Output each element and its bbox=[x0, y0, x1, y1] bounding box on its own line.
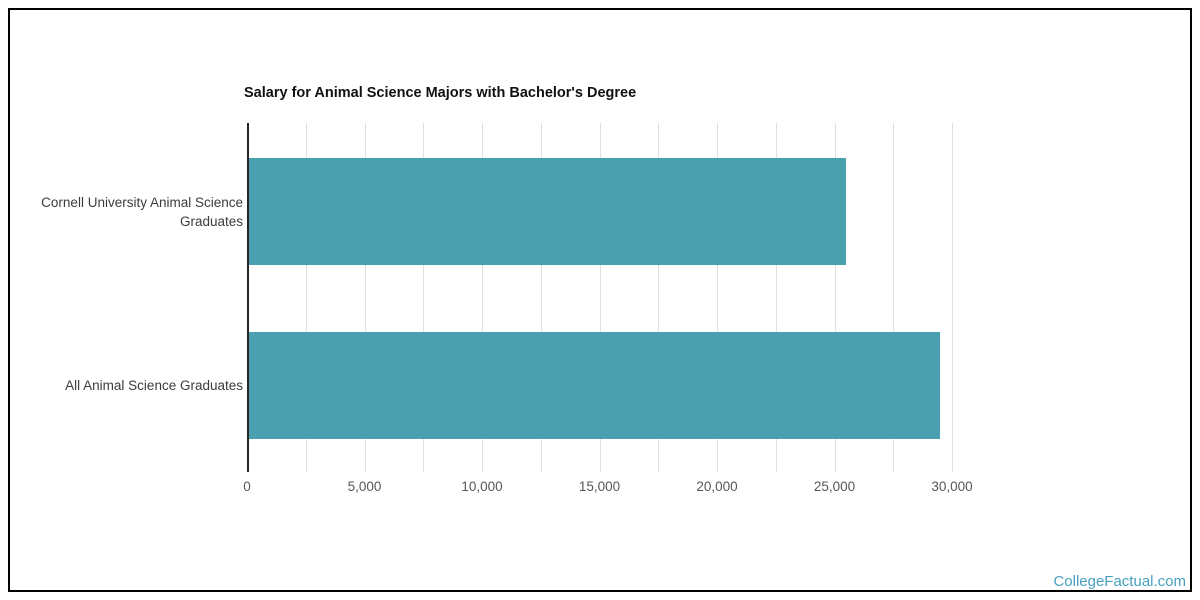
x-tick-label: 0 bbox=[243, 479, 251, 494]
category-label: Cornell University Animal Science Gradua… bbox=[41, 194, 243, 229]
watermark-link[interactable]: CollegeFactual.com bbox=[1053, 573, 1186, 590]
x-tick-label: 10,000 bbox=[461, 479, 503, 494]
x-tick-label: 20,000 bbox=[696, 479, 738, 494]
x-tick-label: 30,000 bbox=[931, 479, 973, 494]
bar[interactable] bbox=[249, 158, 846, 265]
chart-title: Salary for Animal Science Majors with Ba… bbox=[244, 85, 637, 101]
bar[interactable] bbox=[249, 331, 940, 439]
category-label: All Animal Science Graduates bbox=[65, 377, 243, 393]
x-tick-label: 5,000 bbox=[347, 479, 382, 494]
x-tick-label: 25,000 bbox=[813, 479, 856, 494]
x-tick-label: 15,000 bbox=[578, 479, 621, 494]
